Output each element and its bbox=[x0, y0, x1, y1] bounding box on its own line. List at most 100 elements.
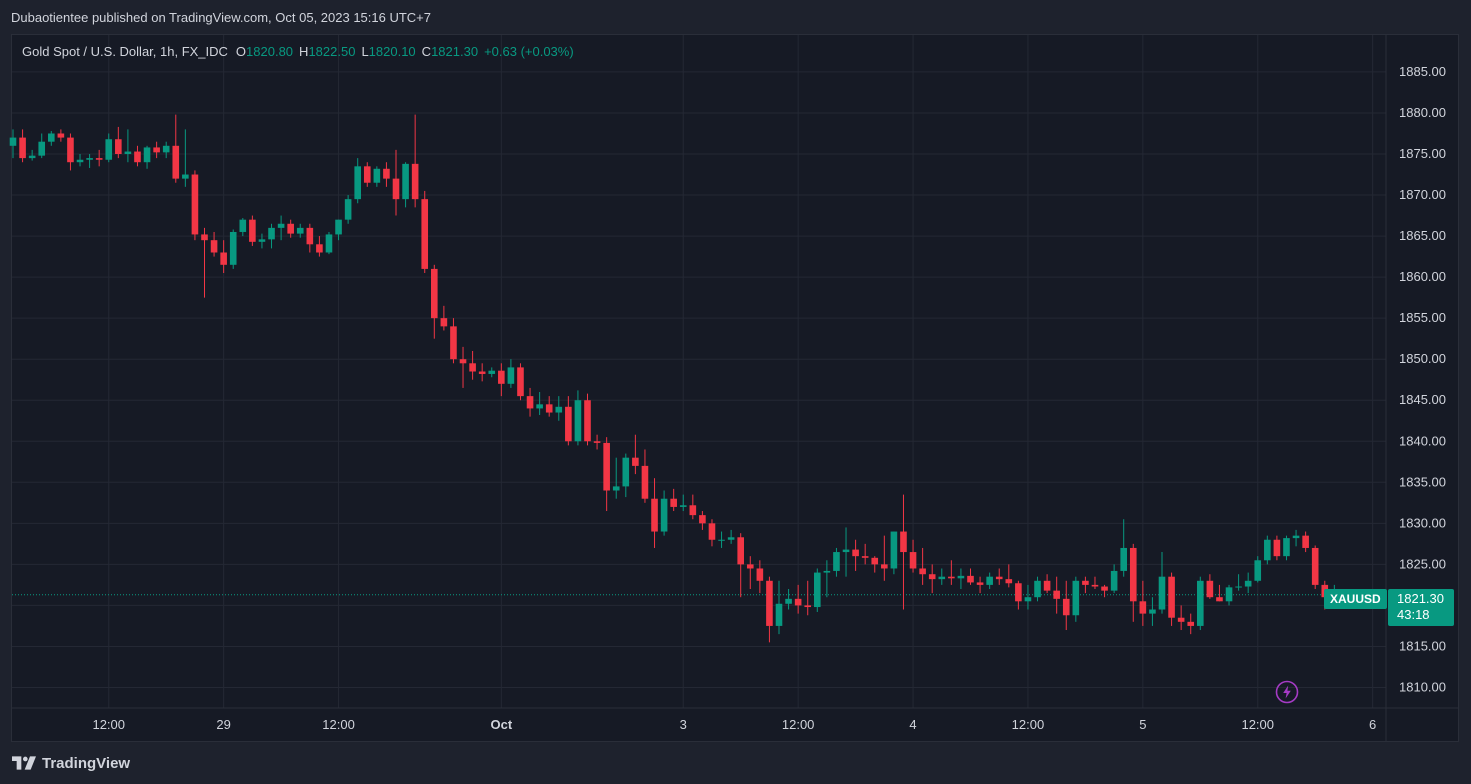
candle-body bbox=[258, 239, 266, 242]
candle-body bbox=[804, 605, 812, 608]
candle-body bbox=[124, 151, 132, 155]
candle-body bbox=[344, 199, 352, 220]
candle-body bbox=[277, 223, 285, 228]
candle-body bbox=[670, 498, 677, 507]
candle-body bbox=[699, 515, 706, 524]
candle-body bbox=[746, 564, 754, 569]
candle-body bbox=[632, 457, 639, 466]
candle-body bbox=[881, 564, 888, 569]
tradingview-logo-icon bbox=[12, 756, 36, 770]
candle-body bbox=[287, 223, 294, 234]
brand-name: TradingView bbox=[42, 754, 131, 772]
y-tick-label: 1880.00 bbox=[1399, 105, 1446, 120]
candle-body bbox=[794, 598, 802, 606]
y-tick-label: 1855.00 bbox=[1399, 310, 1446, 325]
x-tick-label: 4 bbox=[909, 717, 916, 732]
x-tick-label: 3 bbox=[680, 717, 687, 732]
legend-close-label: C bbox=[421, 44, 432, 59]
candle-body bbox=[1082, 580, 1089, 585]
candle-body bbox=[392, 178, 400, 200]
bar-countdown: 43:18 bbox=[1397, 607, 1430, 622]
candle-body bbox=[28, 155, 36, 159]
brand[interactable]: TradingView bbox=[12, 755, 130, 772]
candle-body bbox=[718, 539, 725, 541]
chart-frame[interactable] bbox=[11, 34, 1459, 742]
candle-body bbox=[268, 227, 275, 240]
candle-body bbox=[555, 406, 563, 413]
legend-open-label: O bbox=[235, 44, 247, 59]
x-tick-label: 12:00 bbox=[782, 717, 815, 732]
current-price: 1821.30 bbox=[1397, 591, 1444, 606]
candle-body bbox=[1216, 597, 1223, 602]
candle-body bbox=[1302, 535, 1309, 548]
candle-body bbox=[1062, 598, 1070, 616]
legend-close-value: 1821.30 bbox=[431, 44, 479, 59]
candle-body bbox=[306, 227, 314, 245]
candle-body bbox=[459, 359, 467, 364]
candle-body bbox=[1168, 576, 1175, 618]
candle-body bbox=[498, 370, 505, 384]
candle-body bbox=[660, 498, 668, 532]
candle-body bbox=[1091, 584, 1099, 587]
legend-high-label: H bbox=[299, 44, 309, 59]
candle-body bbox=[450, 326, 457, 360]
candle-body bbox=[431, 268, 438, 319]
candle-body bbox=[861, 556, 869, 558]
candle-body bbox=[766, 580, 773, 626]
candle-body bbox=[421, 199, 429, 269]
candle-body bbox=[842, 549, 850, 553]
candle-body bbox=[316, 244, 323, 253]
y-tick-label: 1810.00 bbox=[1399, 679, 1446, 694]
candle-body bbox=[488, 370, 496, 374]
candle-body bbox=[105, 139, 113, 160]
candle-body bbox=[1034, 580, 1041, 598]
y-tick-label: 1860.00 bbox=[1399, 269, 1446, 284]
candle-body bbox=[814, 572, 821, 608]
symbol-tag: XAUUSD bbox=[1324, 589, 1387, 609]
candle-body bbox=[210, 240, 218, 253]
candle-body bbox=[1225, 587, 1233, 602]
top-bar: Dubaotientee published on TradingView.co… bbox=[0, 0, 1471, 34]
candle-body bbox=[57, 133, 65, 138]
candle-body bbox=[249, 219, 256, 242]
candle-body bbox=[335, 219, 342, 235]
candle-body bbox=[1206, 580, 1214, 598]
x-tick-label: 6 bbox=[1369, 717, 1376, 732]
candle-body bbox=[1053, 590, 1060, 599]
x-tick-label: 12:00 bbox=[1012, 717, 1045, 732]
candle-body bbox=[651, 498, 658, 532]
candle-body bbox=[1158, 576, 1166, 610]
candle-body bbox=[48, 133, 55, 142]
candle-body bbox=[220, 252, 227, 265]
candle-body bbox=[574, 400, 582, 442]
candle-body bbox=[1254, 560, 1262, 581]
candle-body bbox=[1101, 586, 1108, 591]
lightning-icon[interactable] bbox=[1275, 680, 1299, 704]
legend-change: +0.63 (+0.03%) bbox=[484, 44, 574, 59]
candle-body bbox=[1120, 547, 1127, 571]
candle-body bbox=[584, 400, 591, 442]
candle-body bbox=[201, 234, 208, 241]
candle-body bbox=[785, 598, 792, 604]
candle-body bbox=[545, 404, 553, 413]
candle-body bbox=[1187, 621, 1195, 626]
current-price-box: 1821.30 43:18 bbox=[1388, 589, 1454, 626]
footer: TradingView bbox=[0, 742, 1471, 784]
legend-low-label: L bbox=[361, 44, 369, 59]
candle-body bbox=[756, 568, 764, 581]
candle-body bbox=[191, 174, 199, 235]
candle-body bbox=[507, 367, 515, 384]
candle-body bbox=[38, 141, 46, 156]
candle-body bbox=[67, 137, 74, 163]
candle-body bbox=[775, 603, 783, 626]
y-tick-label: 1835.00 bbox=[1399, 474, 1446, 489]
candle-body bbox=[890, 531, 898, 569]
y-tick-label: 1825.00 bbox=[1399, 556, 1446, 571]
candle-body bbox=[536, 404, 543, 409]
x-tick-label: Oct bbox=[490, 717, 512, 732]
candle-body bbox=[995, 576, 1003, 580]
candle-body bbox=[622, 457, 630, 487]
candle-body bbox=[19, 137, 26, 159]
candle-body bbox=[737, 537, 744, 565]
